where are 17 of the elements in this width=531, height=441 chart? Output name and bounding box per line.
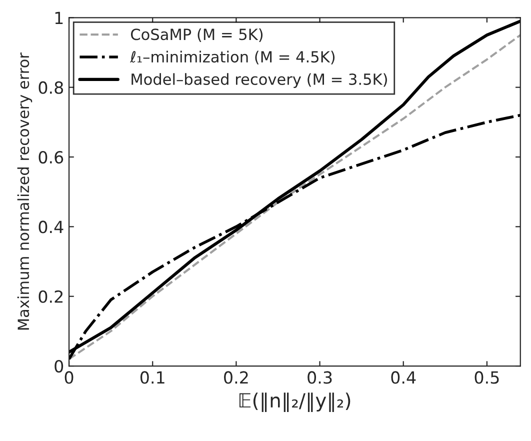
legend-label: Model–based recovery (M = 3.5K) (132, 73, 387, 88)
x-tick-label: 0.2 (224, 371, 248, 384)
y-tick-label: 0.6 (38, 150, 64, 164)
legend-label: ℓ₁–minimization (M = 4.5K) (130, 50, 335, 64)
x-tick-label: 0.3 (308, 371, 332, 384)
x-tick-label: 0.4 (391, 371, 416, 384)
y-tick-label: 0.4 (38, 220, 64, 234)
y-tick-label: 0.8 (38, 81, 64, 94)
x-tick-label: 0 (64, 371, 74, 384)
legend-label: CoSaMP (M = 5K) (131, 28, 263, 42)
y-axis-title: Maximum normalized recovery error (17, 52, 32, 330)
y-tick-label: 1 (55, 12, 63, 24)
y-tick-label: 0 (54, 360, 64, 373)
x-tick-label: 0.5 (474, 371, 499, 384)
x-axis-title: 𝔼(‖n‖₂/‖y‖₂) (240, 392, 350, 412)
y-tick-label: 0.2 (38, 290, 62, 303)
x-tick-label: 0.1 (140, 371, 164, 384)
